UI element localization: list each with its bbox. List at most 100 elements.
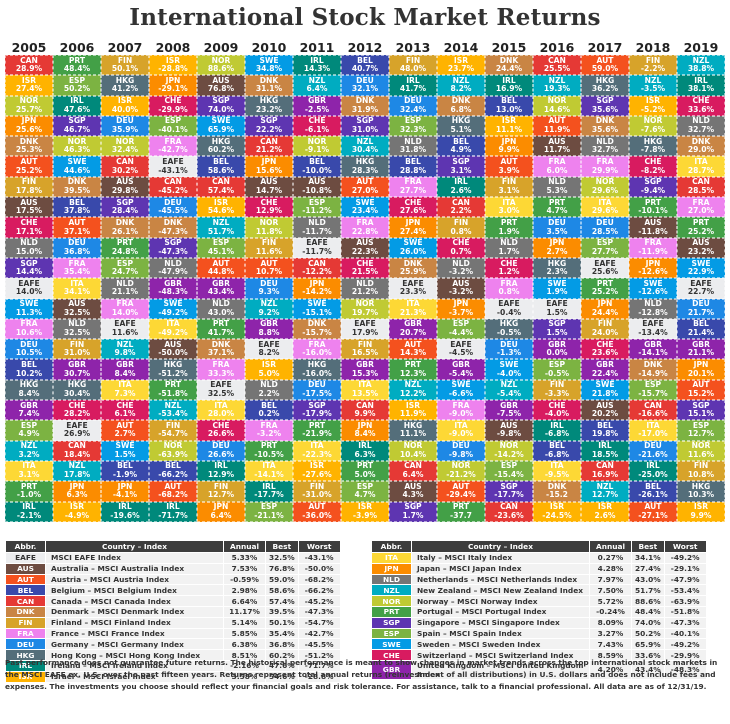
return-cell: SWE 34.8% [245, 55, 293, 76]
country-abbr: ESP [596, 238, 614, 248]
country-abbr: ESP [116, 258, 134, 268]
return-value: 21.2% [351, 287, 379, 297]
return-cell: NZL 3.2% [5, 440, 53, 461]
country-abbr: CHE [260, 197, 278, 207]
country-abbr: HKG [355, 157, 375, 167]
header-country-index: Country – Index [411, 540, 590, 553]
return-value: -9.5% [544, 470, 570, 480]
country-abbr: ITA [166, 319, 180, 329]
country-abbr: IRL [262, 481, 276, 491]
country-abbr: CAN [116, 157, 134, 167]
country-abbr: DEU [356, 75, 374, 85]
return-value: 17.8% [15, 185, 43, 195]
return-value: -9.0% [448, 409, 474, 419]
legend-row: SGP Singapore – MSCI Singapore Index 8.09%… [371, 616, 707, 629]
return-cell: FRA -42.7% [149, 136, 197, 157]
return-value: -68.2% [158, 490, 188, 500]
return-cell: FRA 22.8% [341, 217, 389, 238]
legend-country-index: Canada – MSCI Canada Index [45, 595, 224, 607]
return-value: 8.4% [114, 368, 136, 378]
legend-worst: -45.2% [297, 595, 341, 607]
country-abbr: BEL [501, 96, 517, 106]
country-abbr: JPN [69, 481, 85, 491]
country-abbr: FRA [404, 177, 422, 187]
return-cell: AUS 22.3% [341, 237, 389, 258]
country-abbr: SWE [211, 116, 231, 126]
return-value: 27.7% [399, 185, 427, 195]
country-abbr: HKG [403, 420, 423, 430]
return-value: 16.5% [351, 348, 379, 358]
return-cell: CHE -29.9% [149, 95, 197, 116]
year-column: AUT 59.0% HKG 36.2% SGP 35.6% DNK 35.6% NLD 32.7%… [581, 55, 629, 522]
return-cell: CHE 12.9% [245, 197, 293, 218]
legend-country-index: United Kingdom – MSCI United Kingdom Ind… [411, 659, 590, 680]
return-value: -24.5% [542, 510, 572, 520]
return-cell: ESP 4.7% [341, 481, 389, 502]
return-cell: PRT 4.7% [533, 197, 581, 218]
country-abbr: NZL [404, 380, 422, 390]
country-abbr: AUT [356, 177, 374, 187]
return-value: -14.9% [638, 368, 668, 378]
return-cell: JPN 27.4% [389, 217, 437, 238]
return-cell: BEL -10.0% [293, 156, 341, 177]
country-abbr: ITA [502, 197, 516, 207]
return-cell: SGP 74.0% [197, 95, 245, 116]
return-value: 31.0% [63, 348, 91, 358]
return-value: 12.7% [591, 490, 619, 500]
legend-best: 50.2% [631, 627, 665, 640]
country-abbr: FIN [357, 339, 373, 349]
legend-worst: -49.2% [663, 552, 707, 564]
country-abbr: IRL [166, 502, 180, 512]
return-cell: IRL 16.9% [485, 75, 533, 96]
country-abbr: ITA [262, 461, 276, 471]
return-cell: AUS 14.7% [245, 176, 293, 198]
country-abbr: EAFE [690, 278, 712, 288]
country-abbr: AUS [308, 177, 326, 187]
country-abbr: EAFE [594, 258, 616, 268]
return-value: 2.7% [546, 246, 568, 256]
return-cell: DNK -14.9% [629, 359, 677, 380]
country-abbr: IRL [22, 502, 36, 512]
return-cell: IRL 2.6% [437, 176, 485, 198]
country-abbr: SGP [20, 258, 38, 268]
country-abbr: SWE [67, 157, 87, 167]
return-cell: AUS 11.7% [533, 136, 581, 157]
country-abbr: FRA [548, 157, 566, 167]
return-value: -17.7% [254, 490, 284, 500]
return-value: 22.9% [687, 267, 715, 277]
return-cell: FRA 29.9% [581, 156, 629, 177]
return-value: -49.2% [158, 328, 188, 337]
return-cell: FIN 17.8% [5, 176, 53, 198]
return-value: 50.2% [63, 84, 91, 94]
return-value: 3.2% [18, 449, 40, 459]
return-cell: CAN 28.5% [677, 176, 725, 198]
return-value: 13.0% [495, 104, 523, 114]
return-cell: CAN 30.2% [101, 156, 149, 177]
return-cell: DNK -15.7% [293, 318, 341, 340]
return-cell: IRL 47.6% [53, 95, 101, 116]
return-cell: IRL 38.1% [677, 75, 725, 96]
country-abbr: HKG [67, 380, 87, 390]
return-value: 1.5% [546, 328, 568, 337]
country-abbr: NLD [692, 116, 710, 126]
country-abbr: JPN [693, 360, 709, 369]
return-value: 17.8% [63, 470, 91, 480]
return-cell: GBR 15.3% [341, 359, 389, 380]
return-value: 22.8% [351, 226, 379, 236]
return-value: 29.9% [591, 165, 619, 175]
return-value: -51.2% [158, 368, 188, 378]
return-cell: PRT -10.1% [629, 197, 677, 218]
return-value: -7.6% [640, 125, 666, 135]
return-value: 58.6% [207, 165, 235, 175]
legend-annual: 6.38% [223, 638, 266, 651]
return-cell: FRA 0.8% [485, 278, 533, 299]
return-cell: NOR -14.2% [485, 440, 533, 461]
country-abbr: FIN [165, 420, 181, 430]
country-abbr: SGP [644, 177, 662, 187]
return-value: 25.6% [15, 125, 43, 135]
return-value: 48.0% [399, 64, 427, 74]
country-abbr: GBR [596, 360, 614, 369]
return-value: 32.7% [687, 125, 715, 135]
return-value: 28.4% [111, 206, 139, 216]
country-abbr: PRT [596, 278, 614, 288]
